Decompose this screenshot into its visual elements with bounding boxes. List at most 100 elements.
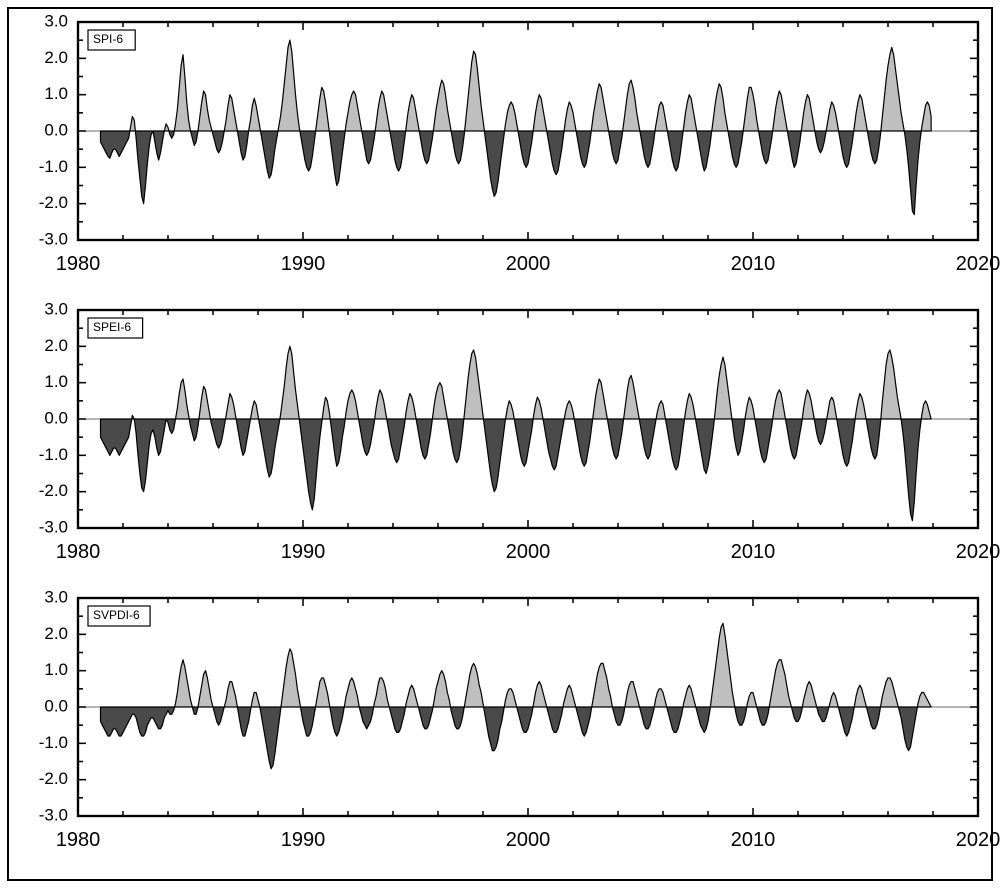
series-positive-area xyxy=(278,40,300,131)
series-positive-area xyxy=(533,397,543,419)
series-positive-area xyxy=(802,682,816,707)
series-positive-area xyxy=(406,95,420,131)
legend-label: SPI-6 xyxy=(93,32,123,46)
series-negative-area xyxy=(135,131,164,204)
series-negative-area xyxy=(447,419,464,463)
series-positive-area xyxy=(592,663,613,707)
series-positive-area xyxy=(563,685,576,707)
series-negative-area xyxy=(732,419,745,455)
series-negative-area xyxy=(791,707,802,722)
series-positive-area xyxy=(464,350,484,419)
series-negative-area xyxy=(389,707,405,732)
series-positive-area xyxy=(533,682,547,707)
series-positive-area xyxy=(433,80,451,131)
series-positive-area xyxy=(375,390,387,419)
series-negative-area xyxy=(301,707,316,736)
series-positive-area xyxy=(464,663,483,707)
series-positive-area xyxy=(656,401,665,419)
series-positive-area xyxy=(623,80,640,131)
y-tick-label: -3.0 xyxy=(39,805,68,824)
x-tick-label: 2000 xyxy=(506,541,551,563)
y-tick-label: -1.0 xyxy=(39,445,68,464)
series-positive-area xyxy=(881,678,899,707)
series-negative-area xyxy=(815,131,826,153)
series-negative-area xyxy=(518,131,533,167)
y-tick-label: 0.0 xyxy=(44,120,68,139)
panel-spi6: -3.0-2.0-1.00.01.02.03.01980199020002010… xyxy=(39,11,1000,275)
series-negative-area xyxy=(755,419,773,463)
series-positive-area xyxy=(322,397,330,419)
series-negative-area xyxy=(543,419,564,470)
series-positive-area xyxy=(854,95,868,131)
series-positive-area xyxy=(710,623,735,707)
series-negative-area xyxy=(387,419,405,463)
series-negative-area xyxy=(666,419,685,470)
series-positive-area xyxy=(743,87,758,131)
series-positive-area xyxy=(280,346,299,419)
series-positive-area xyxy=(344,678,359,707)
y-tick-label: -2.0 xyxy=(39,481,68,500)
series-negative-area xyxy=(514,419,533,466)
series-positive-area xyxy=(533,95,547,131)
series-negative-area xyxy=(451,707,465,729)
series-negative-area xyxy=(901,419,921,521)
series-negative-area xyxy=(667,131,683,171)
series-negative-area xyxy=(299,419,322,510)
x-tick-label: 2010 xyxy=(731,253,776,275)
x-tick-label: 2000 xyxy=(506,829,551,851)
series-negative-area xyxy=(728,131,743,167)
series-positive-area xyxy=(176,379,190,419)
x-tick-label: 2000 xyxy=(506,253,551,275)
series-positive-area xyxy=(714,357,732,419)
x-tick-label: 1990 xyxy=(281,829,326,851)
x-tick-label: 1980 xyxy=(56,541,101,563)
series-negative-area xyxy=(484,707,505,751)
series-negative-area xyxy=(451,131,465,164)
series-negative-area xyxy=(236,419,250,455)
series-positive-area xyxy=(625,682,640,707)
series-negative-area xyxy=(483,419,505,492)
series-positive-area xyxy=(199,386,211,419)
series-positive-area xyxy=(433,671,451,707)
x-tick-label: 2020 xyxy=(956,829,1000,851)
y-tick-label: 2.0 xyxy=(44,336,68,355)
series-negative-area xyxy=(609,131,623,164)
series-negative-area xyxy=(866,419,881,459)
series-positive-area xyxy=(773,91,788,131)
series-positive-area xyxy=(921,102,931,131)
series-positive-area xyxy=(224,95,237,131)
y-tick-label: -1.0 xyxy=(39,733,68,752)
series-negative-area xyxy=(189,419,199,441)
series-negative-area xyxy=(697,131,712,171)
series-positive-area xyxy=(249,98,261,131)
series-negative-area xyxy=(261,131,279,178)
x-tick-label: 1980 xyxy=(56,829,101,851)
series-positive-area xyxy=(591,84,608,131)
series-negative-area xyxy=(898,707,917,751)
series-positive-area xyxy=(624,375,640,419)
x-tick-label: 1990 xyxy=(281,253,326,275)
series-positive-area xyxy=(881,350,901,419)
series-negative-area xyxy=(814,419,827,444)
series-negative-area xyxy=(359,707,373,729)
series-negative-area xyxy=(547,707,563,732)
series-negative-area xyxy=(735,707,747,725)
y-tick-label: -3.0 xyxy=(39,517,68,536)
series-negative-area xyxy=(362,131,375,164)
series-negative-area xyxy=(101,131,130,158)
series-positive-area xyxy=(465,51,485,131)
series-positive-area xyxy=(505,102,518,131)
series-negative-area xyxy=(904,131,921,215)
series-positive-area xyxy=(132,415,135,419)
series-positive-area xyxy=(685,394,696,419)
x-tick-label: 2010 xyxy=(731,541,776,563)
series-positive-area xyxy=(826,102,839,131)
series-positive-area xyxy=(164,124,169,131)
series-negative-area xyxy=(101,419,132,455)
series-positive-area xyxy=(281,649,301,707)
series-negative-area xyxy=(640,131,655,167)
series-positive-area xyxy=(130,116,136,131)
series-positive-area xyxy=(226,394,237,419)
series-negative-area xyxy=(607,419,623,459)
series-negative-area xyxy=(330,707,344,736)
